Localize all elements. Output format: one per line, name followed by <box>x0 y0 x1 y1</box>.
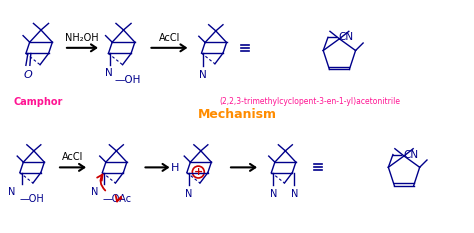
Text: Camphor: Camphor <box>13 97 63 107</box>
Text: —OH: —OH <box>20 194 45 204</box>
Text: CN: CN <box>403 150 418 160</box>
Text: N: N <box>105 68 112 78</box>
Text: (2,2,3-trimethylcyclopent-3-en-1-yl)acetonitrile: (2,2,3-trimethylcyclopent-3-en-1-yl)acet… <box>219 97 400 106</box>
Text: —OAc: —OAc <box>102 194 131 204</box>
Text: AcCl: AcCl <box>159 33 180 43</box>
Text: O: O <box>24 70 32 80</box>
Text: NH₂OH: NH₂OH <box>65 33 99 43</box>
Text: N: N <box>185 189 192 199</box>
Text: N: N <box>291 189 298 199</box>
Text: +: + <box>194 167 203 177</box>
Text: CN: CN <box>338 32 354 42</box>
Text: Mechanism: Mechanism <box>198 108 276 121</box>
Text: N: N <box>270 189 277 199</box>
Text: H: H <box>171 163 179 173</box>
Text: N: N <box>91 187 99 197</box>
Text: AcCl: AcCl <box>62 152 83 162</box>
Text: N: N <box>199 70 206 80</box>
Text: N: N <box>9 187 16 197</box>
Text: —OH: —OH <box>114 75 141 85</box>
